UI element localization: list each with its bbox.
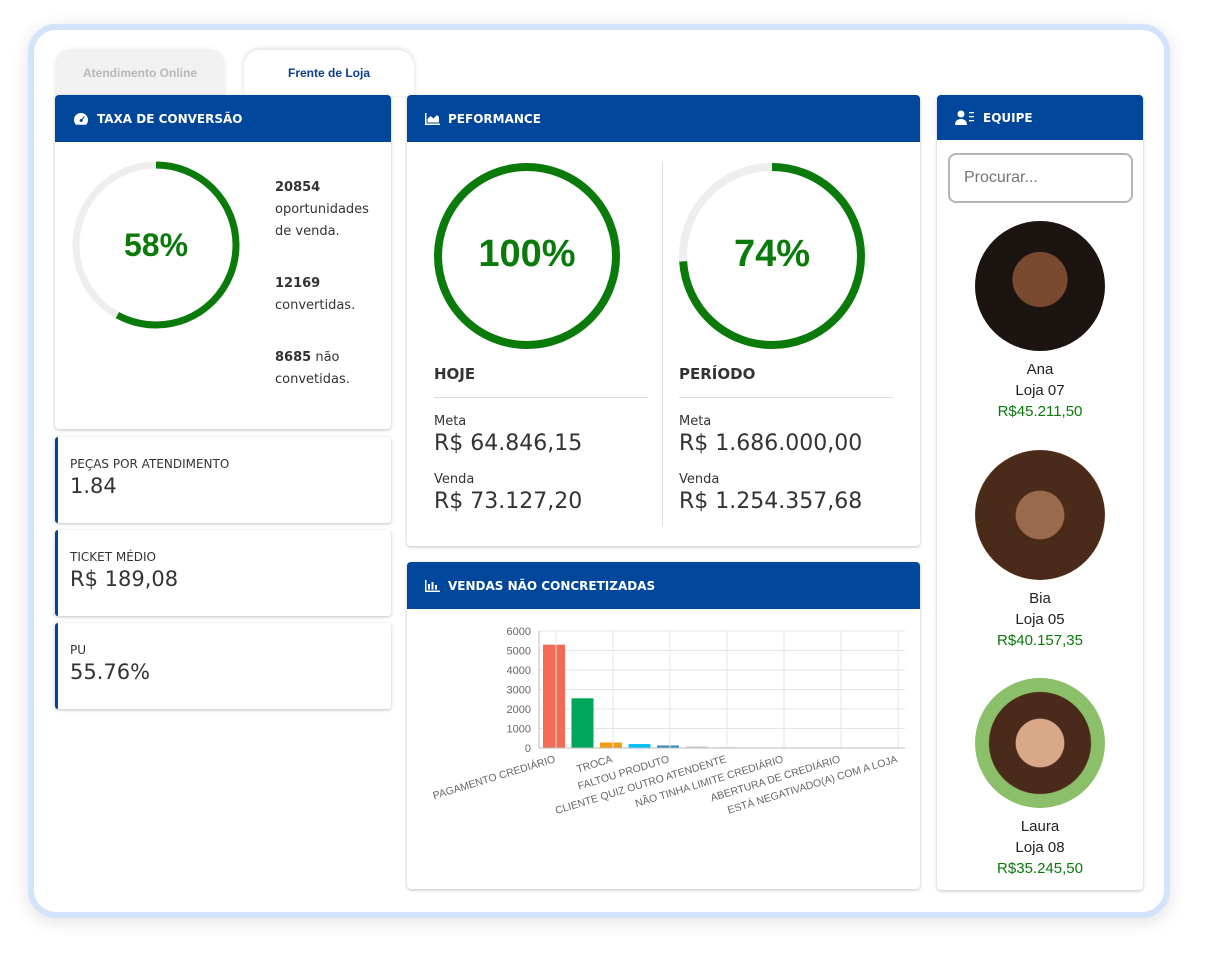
converted-label: convertidas. — [275, 298, 356, 313]
x-tick-label: PAGAMENTO CREDIÁRIO — [431, 752, 557, 802]
y-tick-label: 3000 — [507, 685, 531, 697]
today-ring — [434, 163, 620, 349]
team-title: EQUIPE — [983, 110, 1033, 125]
member-amount: R$35.245,50 — [997, 860, 1083, 877]
stat-pecas-por-atendimento: PEÇAS POR ATENDIMENTO 1.84 — [55, 437, 391, 523]
conversion-title: TAXA DE CONVERSÃO — [97, 111, 243, 126]
stat-pu: PU 55.76% — [55, 623, 391, 709]
performance-header: PEFORMANCE — [407, 95, 920, 142]
bar — [543, 644, 565, 748]
stat-value: 1.84 — [70, 474, 117, 498]
today-percent: 100% — [478, 233, 576, 275]
today-sale-label: Venda — [434, 472, 475, 487]
tab-atendimento-online[interactable]: Atendimento Online — [55, 50, 225, 96]
member-name: Bia — [1029, 590, 1051, 607]
not-converted-count: 8685 — [275, 350, 312, 365]
y-tick-label: 1000 — [507, 724, 531, 736]
member-amount: R$40.157,35 — [997, 632, 1083, 649]
today-meta-label: Meta — [434, 414, 467, 429]
conversion-card: TAXA DE CONVERSÃO 58% 20854 oportunidade… — [55, 95, 391, 429]
member-name: Ana — [1026, 361, 1054, 378]
today-sale-value: R$ 73.127,20 — [434, 489, 583, 514]
period-sale-label: Venda — [679, 472, 720, 487]
converted-count: 12169 — [275, 276, 321, 291]
period-ring — [679, 163, 865, 349]
opportunities-label: oportunidades — [275, 202, 369, 217]
period-percent: 74% — [733, 233, 811, 275]
y-tick-label: 4000 — [507, 665, 531, 677]
bar — [657, 745, 679, 748]
user-list-icon — [955, 110, 974, 125]
period-sale-value: R$ 1.254.357,68 — [679, 489, 863, 514]
period-meta-label: Meta — [679, 414, 712, 429]
team-member[interactable]: Ana Loja 07 R$45.211,50 — [937, 221, 1143, 422]
conversion-ring — [72, 161, 240, 329]
bar — [628, 744, 651, 748]
stat-label: PU — [70, 643, 87, 657]
team-member[interactable]: Laura Loja 08 R$35.245,50 — [937, 678, 1143, 879]
not-converted-label: não — [315, 350, 340, 365]
performance-title: PEFORMANCE — [448, 111, 541, 126]
member-amount: R$45.211,50 — [997, 403, 1083, 420]
stat-ticket-medio: TICKET MÉDIO R$ 189,08 — [55, 530, 391, 616]
member-store: Loja 08 — [1015, 839, 1065, 856]
lost-sales-header: VENDAS NÃO CONCRETIZADAS — [407, 562, 920, 609]
not-converted-label-2: convetidas. — [275, 372, 350, 387]
period-title: PERÍODO — [679, 365, 893, 398]
lost-sales-card: VENDAS NÃO CONCRETIZADAS 0 1000 2000 3000 40… — [407, 562, 920, 889]
team-search-input[interactable] — [948, 153, 1133, 203]
stat-value: 55.76% — [70, 660, 151, 684]
today-meta-value: R$ 64.846,15 — [434, 431, 583, 456]
team-member[interactable]: Bia Loja 05 R$40.157,35 — [937, 450, 1143, 651]
today-title: HOJE — [434, 365, 648, 398]
lost-sales-title: VENDAS NÃO CONCRETIZADAS — [448, 578, 656, 593]
bar-chart-icon — [425, 579, 440, 592]
stat-label: TICKET MÉDIO — [70, 550, 157, 564]
area-chart-icon — [425, 112, 440, 125]
member-store: Loja 05 — [1015, 611, 1065, 628]
y-tick-label: 2000 — [507, 704, 531, 716]
team-header: EQUIPE — [937, 95, 1143, 140]
y-tick-label: 6000 — [507, 626, 531, 638]
avatar — [975, 678, 1105, 808]
member-store: Loja 07 — [1015, 382, 1065, 399]
conversion-percent: 58% — [123, 227, 189, 263]
stat-label: PEÇAS POR ATENDIMENTO — [70, 457, 230, 471]
opportunities-label-2: de venda. — [275, 224, 340, 239]
y-tick-label: 5000 — [507, 646, 531, 658]
member-name: Laura — [1020, 818, 1060, 835]
opportunities-count: 20854 — [275, 180, 321, 195]
performance-card: PEFORMANCE 100% 74% HOJE Meta R$ 64.846,… — [407, 95, 920, 546]
gauge-icon — [74, 112, 88, 125]
bar — [571, 698, 594, 748]
stat-value: R$ 189,08 — [70, 567, 179, 591]
conversion-header: TAXA DE CONVERSÃO — [55, 95, 391, 142]
bar — [600, 742, 622, 748]
tab-frente-de-loja[interactable]: Frente de Loja — [244, 50, 414, 96]
period-meta-value: R$ 1.686.000,00 — [679, 431, 863, 456]
lost-sales-chart: 0 1000 2000 3000 4000 5000 6000 PAGAMENTO CREDI… — [431, 626, 905, 817]
avatar — [975, 450, 1105, 580]
y-tick-label: 0 — [525, 743, 531, 755]
bar — [685, 746, 708, 748]
avatar — [975, 221, 1105, 351]
